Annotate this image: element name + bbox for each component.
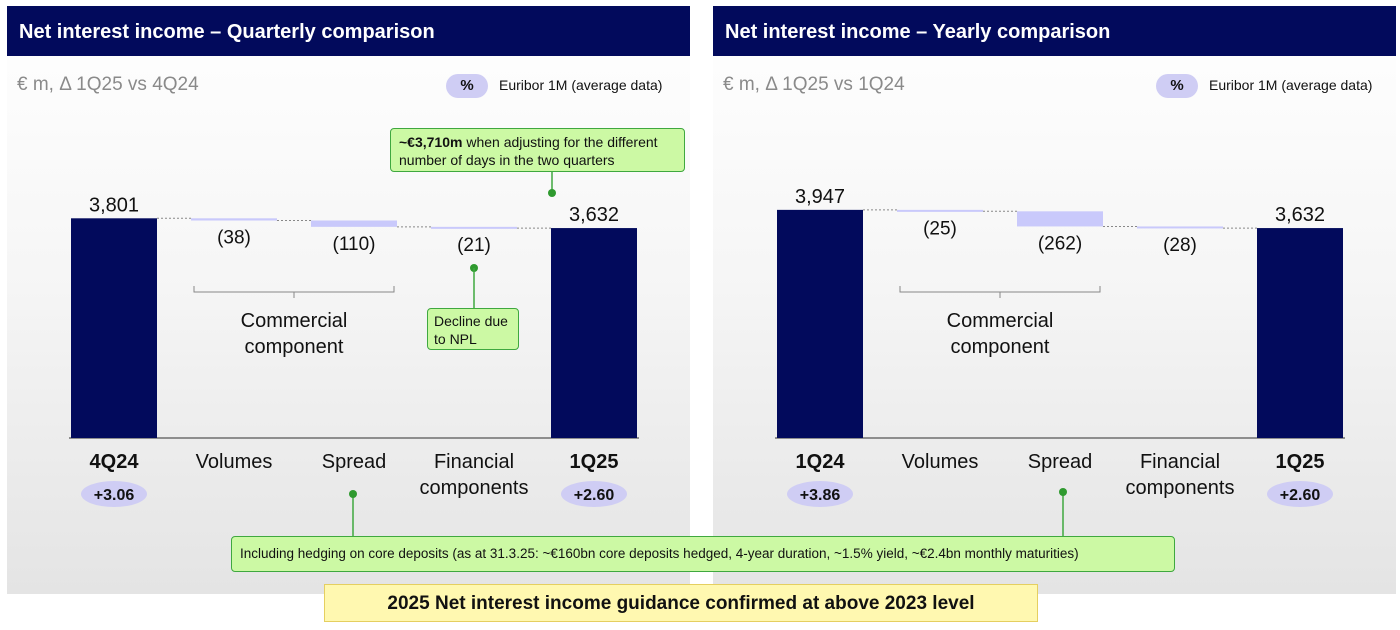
days-adjustment-callout: ~€3,710m when adjusting for the differen… <box>390 128 685 172</box>
commercial-component-label: Commercial <box>241 310 348 332</box>
quarterly-panel-title: Net interest income – Quarterly comparis… <box>7 6 690 56</box>
category-label-1q25: 1Q25 <box>570 451 619 473</box>
category-label-financial-components: Financial <box>1140 451 1220 473</box>
delta-bar-volumes <box>897 209 983 212</box>
npl-callout: Decline due to NPL <box>427 308 519 350</box>
euribor-percent-badge: % <box>446 74 488 98</box>
category-label-1q24: 1Q24 <box>796 451 846 473</box>
hedging-callout-text: Including hedging on core deposits (as a… <box>240 546 1079 561</box>
commercial-component-label: component <box>951 336 1050 358</box>
total-bar-1q25 <box>1257 228 1343 438</box>
euribor-pill-1q25 <box>1267 481 1333 507</box>
days-adjustment-amount: ~€3,710m <box>399 134 463 150</box>
total-bar-1q24 <box>777 209 863 438</box>
euribor-percent-badge: % <box>1156 74 1198 98</box>
value-label-4q24: 3,801 <box>89 194 139 216</box>
delta-bar-spread <box>311 220 397 227</box>
category-label-4q24: 4Q24 <box>90 451 140 473</box>
euribor-value-1q25: +2.60 <box>574 487 615 504</box>
value-label-financial-components: (21) <box>457 235 491 256</box>
value-label-1q25: 3,632 <box>1275 204 1325 226</box>
value-label-volumes: (38) <box>217 227 251 248</box>
value-label-volumes: (25) <box>923 218 957 239</box>
yearly-panel-title: Net interest income – Yearly comparison <box>713 6 1396 56</box>
category-label-spread: Spread <box>322 451 387 473</box>
category-label-volumes: Volumes <box>196 451 273 473</box>
quarterly-waterfall-chart: 3,801 (38) (110) (21) 3,632 4Q24 +3.06 Volumes S… <box>69 166 639 507</box>
quarterly-panel: Net interest income – Quarterly comparis… <box>7 6 690 594</box>
yearly-panel: Net interest income – Yearly comparison … <box>713 6 1396 594</box>
commercial-component-label: Commercial <box>947 310 1054 332</box>
category-label-1q25: 1Q25 <box>1276 451 1325 473</box>
delta-bar-financial-components <box>431 226 517 229</box>
euribor-pill-4q24 <box>81 481 147 507</box>
category-label-financial-components: Financial <box>434 451 514 473</box>
euribor-value-4q24: +3.06 <box>94 487 135 504</box>
delta-bar-spread <box>1017 211 1103 227</box>
hedging-callout: Including hedging on core deposits (as a… <box>231 536 1175 572</box>
delta-bar-volumes <box>191 218 277 221</box>
quarterly-panel-subtitle: € m, Δ 1Q25 vs 4Q24 <box>17 74 199 95</box>
value-label-1q24: 3,947 <box>795 186 845 208</box>
category-label-volumes: Volumes <box>902 451 979 473</box>
value-label-financial-components: (28) <box>1163 235 1197 256</box>
total-bar-4q24 <box>71 218 157 438</box>
days-callout-dot <box>548 189 556 197</box>
value-label-1q25: 3,632 <box>569 204 619 226</box>
category-label-financial-components: components <box>420 477 529 499</box>
yearly-panel-subtitle: € m, Δ 1Q25 vs 1Q24 <box>723 74 905 95</box>
category-label-spread: Spread <box>1028 451 1093 473</box>
guidance-banner: 2025 Net interest income guidance confir… <box>324 584 1038 622</box>
euribor-value-1q24: +3.86 <box>800 487 841 504</box>
euribor-pill-1q24 <box>787 481 853 507</box>
total-bar-1q25 <box>551 228 637 438</box>
category-label-financial-components: components <box>1126 477 1235 499</box>
commercial-component-label: component <box>245 336 344 358</box>
value-label-spread: (110) <box>333 234 376 255</box>
npl-callout-text: Decline due to NPL <box>434 313 508 347</box>
euribor-legend-label: Euribor 1M (average data) <box>499 77 663 93</box>
commercial-component-bracket <box>899 286 1101 298</box>
commercial-component-bracket <box>193 286 395 298</box>
yearly-waterfall-chart: 3,947 (25) (262) (28) 3,632 1Q24 +3.86 Volumes S… <box>775 186 1345 507</box>
euribor-legend-label: Euribor 1M (average data) <box>1209 77 1373 93</box>
euribor-value-1q25: +2.60 <box>1280 487 1321 504</box>
days-adjustment-text: when adjusting for the different number … <box>399 134 658 168</box>
euribor-pill-1q25 <box>561 481 627 507</box>
value-label-spread: (262) <box>1038 233 1082 254</box>
delta-bar-financial-components <box>1137 226 1223 229</box>
